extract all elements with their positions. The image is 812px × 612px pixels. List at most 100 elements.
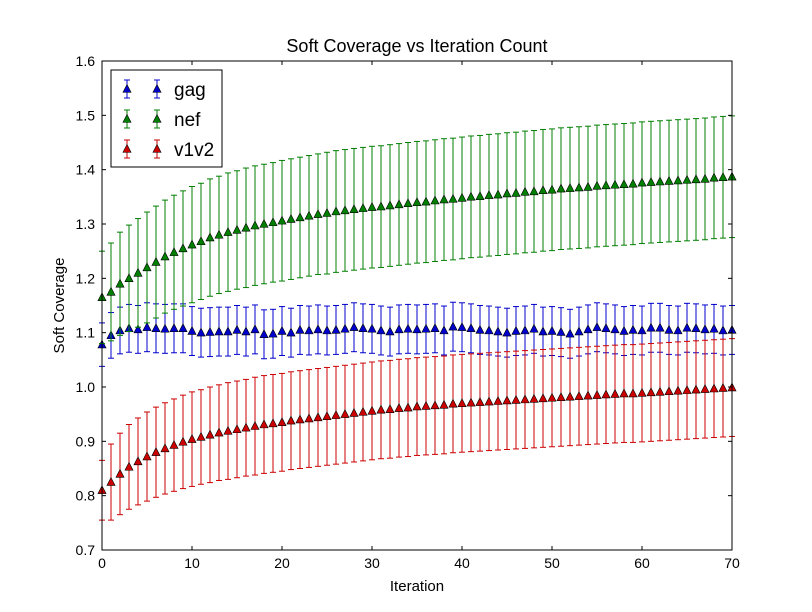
data-point xyxy=(331,206,341,216)
data-point xyxy=(259,329,269,338)
data-point xyxy=(511,187,521,197)
data-point xyxy=(439,325,449,335)
data-point xyxy=(151,447,161,456)
data-point xyxy=(241,222,251,232)
data-point xyxy=(394,199,404,209)
data-point xyxy=(628,324,638,334)
data-point xyxy=(187,325,197,335)
data-point xyxy=(448,321,458,331)
data-point xyxy=(529,186,539,196)
legend-label: gag xyxy=(174,80,206,101)
x-tick-label: 20 xyxy=(274,555,290,571)
y-tick-label: 1.6 xyxy=(76,53,96,69)
data-point xyxy=(610,388,620,398)
data-point xyxy=(655,322,665,332)
data-point xyxy=(286,415,296,425)
data-point xyxy=(313,324,323,334)
data-point xyxy=(565,391,575,401)
data-point xyxy=(646,387,656,397)
data-point xyxy=(124,461,134,471)
data-point xyxy=(295,414,305,424)
data-point xyxy=(709,172,719,182)
y-tick-label: 0.9 xyxy=(76,433,96,449)
data-point xyxy=(646,177,656,186)
data-point xyxy=(394,403,404,412)
data-point xyxy=(628,178,638,188)
data-point xyxy=(592,322,602,331)
data-point xyxy=(376,325,386,335)
data-point xyxy=(619,179,629,189)
data-point xyxy=(673,325,683,335)
data-point xyxy=(187,239,197,249)
y-tick-label: 1.3 xyxy=(76,216,96,232)
data-point xyxy=(520,186,530,196)
legend-marker xyxy=(152,113,162,123)
data-point xyxy=(358,203,368,212)
data-point xyxy=(250,324,260,334)
y-tick-label: 1.5 xyxy=(76,107,96,123)
data-point xyxy=(556,183,566,193)
data-point xyxy=(187,434,197,443)
data-point xyxy=(124,273,134,283)
x-tick-label: 60 xyxy=(634,555,650,571)
legend-marker xyxy=(152,83,162,93)
data-point xyxy=(691,384,701,394)
data-point xyxy=(268,418,278,428)
data-point xyxy=(520,325,530,335)
y-tick-label: 0.7 xyxy=(76,542,96,558)
data-point xyxy=(340,205,350,215)
data-point xyxy=(250,220,260,230)
data-point xyxy=(169,247,179,256)
data-point xyxy=(502,395,512,405)
data-point xyxy=(565,328,575,338)
data-point xyxy=(484,190,494,199)
data-point xyxy=(403,198,413,208)
data-point xyxy=(547,325,557,335)
data-point xyxy=(637,325,647,335)
data-point xyxy=(709,323,719,333)
data-point xyxy=(529,323,539,333)
axis-ticks: 0 10 20 30 40 50 60 70 0.7 0.8 0.9 1.0 1.1 1.2 1.3 1.4 1… xyxy=(76,53,740,571)
data-point xyxy=(223,425,233,435)
data-point xyxy=(718,382,728,392)
data-point xyxy=(601,389,611,399)
data-point xyxy=(664,324,674,334)
data-point xyxy=(592,180,602,190)
data-point xyxy=(421,323,431,333)
data-point xyxy=(556,326,566,336)
data-point xyxy=(466,191,476,201)
x-tick-label: 10 xyxy=(184,555,200,571)
data-point xyxy=(322,325,332,335)
data-point xyxy=(349,204,359,214)
data-point xyxy=(286,213,296,223)
data-point xyxy=(259,419,269,429)
data-point xyxy=(277,417,287,426)
data-point xyxy=(457,192,467,202)
data-point xyxy=(133,324,143,334)
data-point xyxy=(619,388,629,398)
data-point xyxy=(160,443,170,453)
x-tick-label: 40 xyxy=(454,555,470,571)
data-point xyxy=(592,389,602,399)
data-point xyxy=(295,324,305,334)
series-nef xyxy=(97,115,737,345)
data-point xyxy=(700,384,710,393)
data-point xyxy=(241,326,251,336)
data-point xyxy=(259,218,269,228)
data-point xyxy=(700,324,710,334)
data-point xyxy=(196,327,206,337)
data-point xyxy=(385,200,395,210)
data-point xyxy=(196,236,206,246)
chart-title: Soft Coverage vs Iteration Count xyxy=(286,36,547,56)
data-point xyxy=(457,322,467,331)
data-point xyxy=(700,173,710,183)
data-point xyxy=(529,393,539,403)
data-point xyxy=(295,212,305,222)
data-point xyxy=(160,251,170,261)
data-point xyxy=(556,392,566,401)
data-point xyxy=(178,243,188,253)
data-point xyxy=(601,323,611,332)
data-point xyxy=(511,394,521,404)
x-tick-label: 50 xyxy=(544,555,560,571)
